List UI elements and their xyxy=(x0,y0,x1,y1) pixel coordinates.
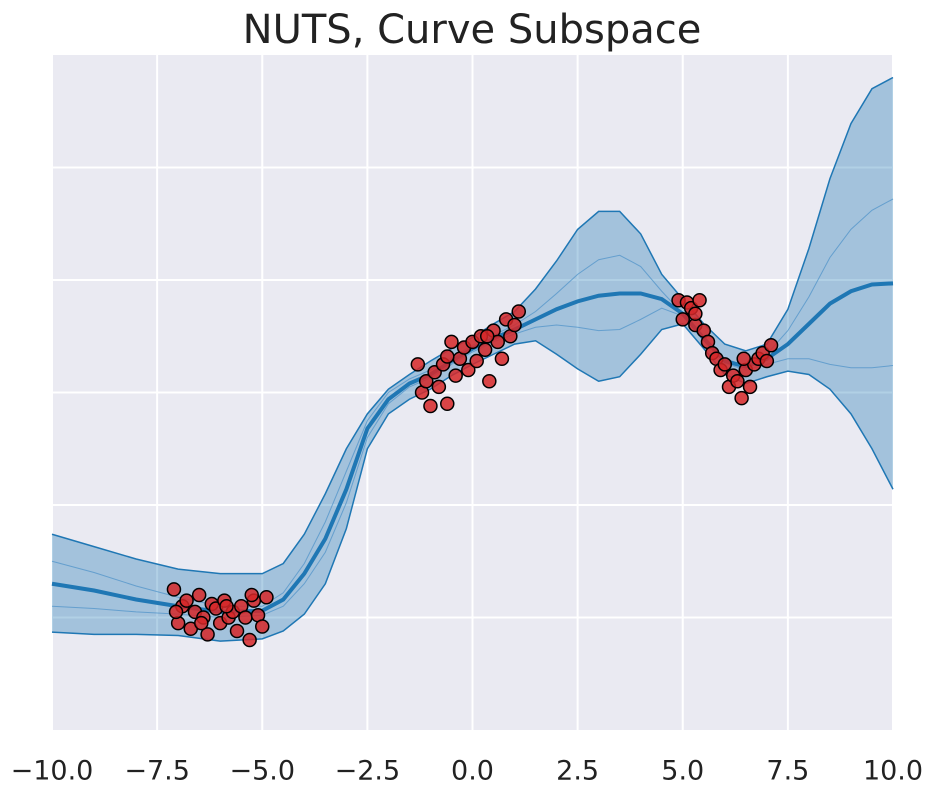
x-tick-label: 5.0 xyxy=(661,756,704,787)
data-point xyxy=(482,374,497,389)
data-point xyxy=(692,293,707,308)
data-point xyxy=(763,338,779,353)
data-point xyxy=(507,317,522,333)
data-point xyxy=(179,593,194,608)
data-point xyxy=(717,357,733,372)
data-point xyxy=(736,351,751,366)
x-tick-label: 2.5 xyxy=(556,756,599,787)
data-point xyxy=(200,627,215,642)
data-point xyxy=(219,599,234,614)
data-point xyxy=(166,582,182,597)
x-tick-label: −7.5 xyxy=(124,756,190,787)
data-point xyxy=(759,353,775,369)
data-point xyxy=(244,587,259,603)
data-point xyxy=(255,619,270,634)
data-point xyxy=(440,396,455,411)
data-point xyxy=(730,374,745,389)
data-point xyxy=(418,374,434,389)
data-point xyxy=(431,379,447,395)
data-point xyxy=(742,379,758,395)
data-point xyxy=(191,587,207,603)
x-tick-label: 0.0 xyxy=(451,756,494,787)
data-point xyxy=(242,632,257,648)
data-point xyxy=(168,604,184,620)
x-tick-label: −2.5 xyxy=(335,756,401,787)
x-tick-label: −5.0 xyxy=(229,756,295,787)
data-point xyxy=(440,349,455,364)
data-point xyxy=(259,590,274,605)
data-point xyxy=(461,362,476,378)
data-point xyxy=(734,390,749,406)
x-tick-label: −10.0 xyxy=(11,756,94,787)
chart-title: NUTS, Curve Subspace xyxy=(243,7,702,53)
data-point xyxy=(477,342,493,357)
data-point xyxy=(423,398,438,414)
data-point xyxy=(688,306,703,321)
data-point xyxy=(469,353,484,369)
data-point xyxy=(675,312,690,327)
data-point xyxy=(410,357,426,372)
x-tick-label: 7.5 xyxy=(766,756,809,787)
band-edge xyxy=(51,323,894,642)
data-point xyxy=(479,329,495,344)
data-point xyxy=(229,623,245,639)
data-point xyxy=(448,368,463,383)
data-point xyxy=(494,351,510,366)
x-tick-label: 10.0 xyxy=(863,756,923,787)
data-point xyxy=(194,615,209,631)
data-point xyxy=(238,610,253,625)
data-point xyxy=(444,334,459,350)
data-point xyxy=(511,304,527,319)
